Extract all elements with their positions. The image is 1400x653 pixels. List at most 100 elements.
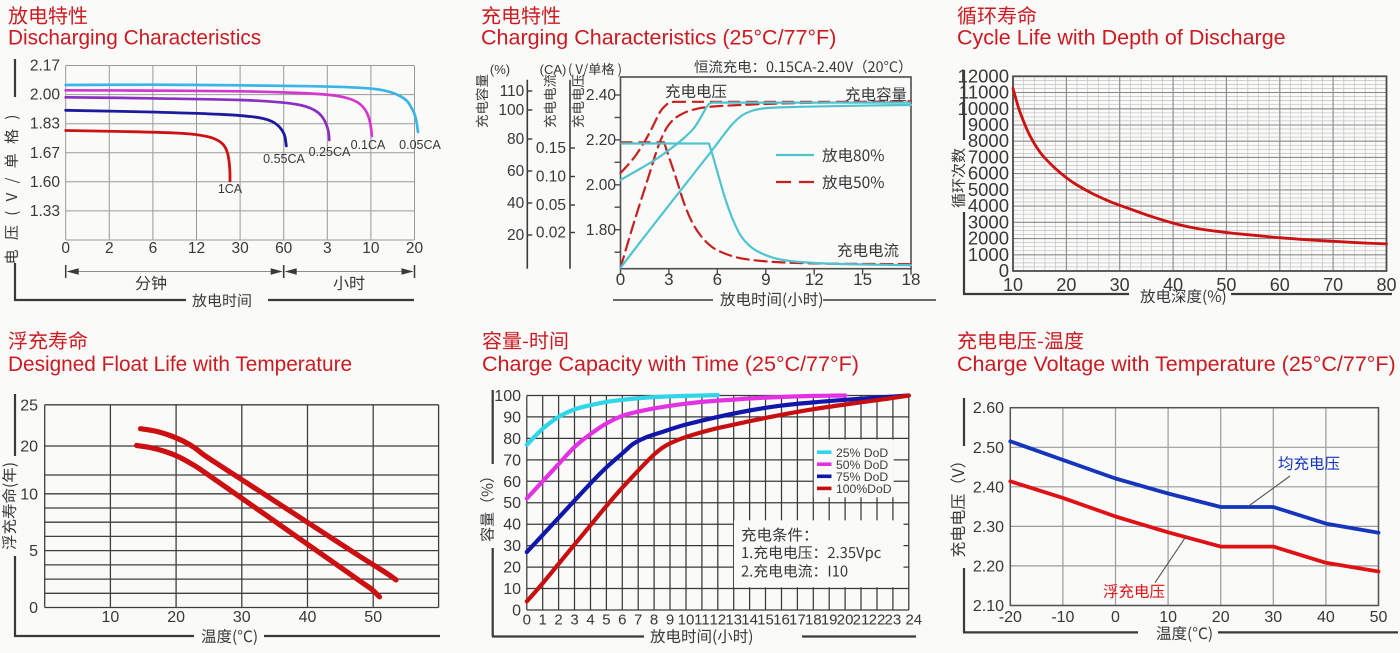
- svg-text:100: 100: [494, 388, 521, 405]
- svg-text:30: 30: [503, 538, 521, 555]
- svg-text:60: 60: [1270, 275, 1290, 295]
- svg-text:0.55CA: 0.55CA: [263, 152, 305, 166]
- svg-text:30: 30: [1264, 609, 1282, 626]
- svg-text:22: 22: [869, 612, 886, 629]
- svg-text:0: 0: [1111, 609, 1120, 626]
- svg-text:Charge Capacity with Time (25°: Charge Capacity with Time (25°C/77°F): [482, 352, 859, 376]
- svg-text:0.10: 0.10: [536, 169, 567, 186]
- svg-text:6000: 6000: [968, 163, 1009, 184]
- svg-text:1.67: 1.67: [30, 145, 60, 162]
- svg-text:20: 20: [507, 227, 525, 244]
- svg-text:1.60: 1.60: [30, 174, 61, 191]
- svg-text:-10: -10: [1051, 609, 1074, 626]
- svg-text:8: 8: [650, 612, 658, 629]
- svg-text:2.17: 2.17: [30, 58, 60, 75]
- svg-text:2.00: 2.00: [586, 177, 617, 194]
- svg-text:75% DoD: 75% DoD: [836, 470, 888, 484]
- svg-text:Designed Float Life with Tempe: Designed Float Life with Temperature: [8, 353, 352, 376]
- svg-text:2.10: 2.10: [973, 598, 1004, 615]
- svg-text:20: 20: [167, 609, 185, 626]
- svg-text:2.40: 2.40: [586, 87, 617, 104]
- svg-text:3: 3: [664, 270, 673, 289]
- svg-text:10: 10: [1003, 275, 1023, 295]
- svg-text:2.30: 2.30: [973, 519, 1004, 536]
- svg-text:14: 14: [741, 612, 758, 629]
- svg-text:2.40: 2.40: [973, 479, 1004, 496]
- svg-text:5000: 5000: [968, 179, 1009, 200]
- svg-text:100%DoD: 100%DoD: [836, 482, 892, 496]
- svg-text:60: 60: [507, 163, 525, 180]
- svg-text:15: 15: [757, 612, 774, 629]
- svg-text:3: 3: [323, 240, 332, 257]
- svg-text:Discharging Characteristics: Discharging Characteristics: [8, 27, 261, 50]
- svg-text:0.02: 0.02: [536, 225, 566, 242]
- svg-text:25% DoD: 25% DoD: [836, 446, 888, 460]
- svg-text:0.25CA: 0.25CA: [309, 145, 351, 159]
- svg-text:24: 24: [905, 612, 922, 629]
- svg-text:9: 9: [666, 612, 674, 629]
- svg-text:2.20: 2.20: [586, 132, 617, 149]
- svg-text:10: 10: [1159, 609, 1177, 626]
- svg-text:2.50: 2.50: [973, 440, 1004, 457]
- svg-text:10: 10: [20, 486, 38, 503]
- svg-text:40: 40: [507, 195, 525, 212]
- svg-text:Charging Characteristics (25°C: Charging Characteristics (25°C/77°F): [481, 26, 836, 50]
- svg-text:4: 4: [586, 612, 594, 629]
- svg-text:12000: 12000: [958, 65, 1009, 86]
- svg-text:30: 30: [231, 240, 249, 257]
- svg-text:70: 70: [1323, 275, 1343, 295]
- svg-text:7: 7: [634, 612, 642, 629]
- svg-text:0: 0: [61, 240, 70, 257]
- svg-text:2.20: 2.20: [973, 558, 1004, 575]
- svg-text:50: 50: [364, 609, 382, 626]
- svg-text:4000: 4000: [968, 195, 1009, 216]
- svg-text:5: 5: [602, 612, 610, 629]
- svg-text:1.33: 1.33: [30, 203, 60, 220]
- svg-text:0: 0: [29, 600, 38, 617]
- svg-text:20: 20: [837, 612, 854, 629]
- svg-text:50: 50: [1216, 275, 1236, 295]
- svg-text:9000: 9000: [968, 114, 1009, 135]
- svg-text:6: 6: [618, 612, 626, 629]
- svg-text:100: 100: [498, 102, 524, 119]
- svg-text:6: 6: [713, 270, 722, 289]
- svg-text:1.83: 1.83: [30, 116, 60, 133]
- svg-text:-20: -20: [999, 609, 1022, 626]
- svg-text:20: 20: [1056, 275, 1076, 295]
- svg-text:80: 80: [1376, 275, 1396, 295]
- svg-text:10: 10: [678, 612, 695, 629]
- svg-text:9: 9: [761, 270, 770, 289]
- svg-text:(CA): (CA): [540, 62, 567, 77]
- svg-text:30: 30: [1110, 275, 1130, 295]
- svg-text:10: 10: [503, 581, 521, 598]
- svg-text:20: 20: [406, 240, 424, 257]
- svg-text:0.05CA: 0.05CA: [399, 138, 441, 152]
- svg-text:1CA: 1CA: [218, 182, 243, 196]
- svg-text:20: 20: [20, 439, 38, 456]
- svg-text:50: 50: [1370, 609, 1388, 626]
- svg-text:16: 16: [773, 612, 790, 629]
- svg-text:15: 15: [853, 270, 872, 289]
- svg-text:90: 90: [503, 409, 521, 426]
- svg-text:10000: 10000: [958, 98, 1009, 119]
- svg-text:80: 80: [503, 431, 521, 448]
- svg-text:6: 6: [149, 240, 158, 257]
- svg-text:10: 10: [102, 609, 120, 626]
- svg-text:21: 21: [853, 612, 870, 629]
- svg-text:30: 30: [233, 609, 251, 626]
- svg-text:80: 80: [507, 131, 525, 148]
- svg-text:50% DoD: 50% DoD: [836, 458, 888, 472]
- svg-text:0.15: 0.15: [536, 140, 566, 157]
- svg-text:40: 40: [1317, 609, 1335, 626]
- svg-text:1: 1: [539, 612, 547, 629]
- svg-text:40: 40: [299, 609, 317, 626]
- svg-text:7000: 7000: [968, 146, 1009, 167]
- svg-text:23: 23: [885, 612, 902, 629]
- svg-text:19: 19: [821, 612, 838, 629]
- svg-text:18: 18: [805, 612, 822, 629]
- svg-text:3000: 3000: [968, 211, 1009, 232]
- svg-text:20: 20: [1212, 609, 1230, 626]
- svg-text:40: 40: [503, 517, 521, 534]
- svg-text:2000: 2000: [968, 228, 1009, 249]
- svg-text:50: 50: [503, 495, 521, 512]
